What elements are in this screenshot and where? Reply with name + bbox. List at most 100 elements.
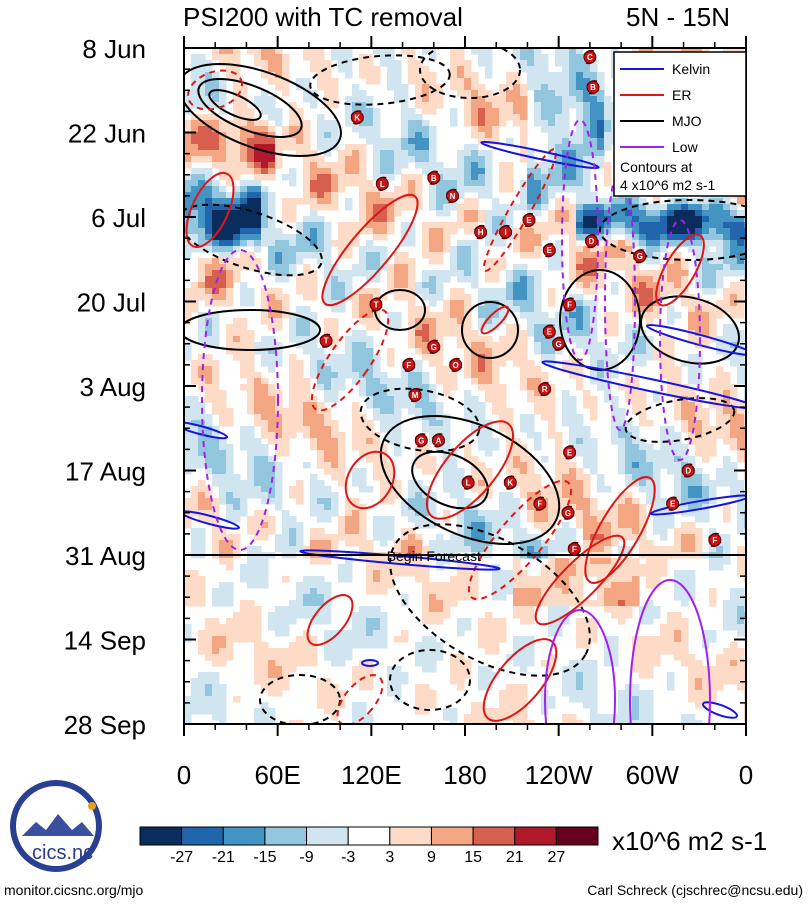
x-tick-label: 0 [739,760,753,790]
er-contour [306,594,354,646]
er-contour [185,171,235,249]
tc-marker-swirl [522,212,536,228]
tc-marker-label: O [453,361,459,370]
tc-marker-swirl [369,297,383,312]
tc-marker: F [402,357,416,373]
tc-marker: G [561,505,575,520]
chart-region: 5N - 15N [626,2,731,32]
tc-marker-label: D [685,467,691,476]
y-tick-label: 20 Jul [77,288,146,318]
colorbar-tick-label: 3 [385,849,394,866]
tc-marker-label: E [526,216,532,225]
mjo-contour [184,203,323,277]
tc-marker-swirl [427,170,441,185]
tc-marker: E [542,324,556,339]
mjo-contour [389,523,591,677]
colorbar-swatch [264,826,308,846]
colorbar-swatch [222,826,266,846]
y-tick-label: 28 Sep [64,710,146,740]
tc-marker-swirl [666,496,680,511]
kelvin-contour [701,701,739,719]
y-tick-label: 22 Jun [68,119,146,149]
tc-marker-swirl [408,387,422,403]
mjo-contour [419,48,521,99]
colorbar-swatch [430,826,474,846]
tc-marker-swirl [449,357,463,373]
legend-note: 4 x10^6 m2 s-1 [620,177,715,193]
tc-marker: E [666,496,680,511]
colorbar-swatch [139,826,183,846]
tc-marker-swirl [633,249,647,264]
kelvin-contour [184,510,240,530]
tc-marker: G [414,433,428,448]
logo-mountains [22,814,94,836]
tc-marker: I [499,224,513,240]
tc-marker: D [681,463,695,478]
tc-marker: R [538,381,552,397]
tc-marker-label: F [567,301,572,310]
tc-marker: G [552,336,566,351]
colorbar: -27 -21 -15 -9 -3 3 9 15 21 27 [139,826,599,866]
tc-marker-swirl [319,333,333,348]
tc-marker: H [474,224,488,240]
tc-marker: F [708,532,722,548]
tc-marker-label: F [572,545,577,554]
er-contour [584,476,656,584]
tc-marker-swirl [583,49,597,65]
colorbar-swatch [306,826,349,846]
tc-marker-swirl [375,176,389,191]
mjo-contour [309,54,451,106]
legend-label: Low [672,139,699,155]
low-contour [629,579,711,724]
tc-marker-swirl [567,541,581,557]
y-tick-label: 14 Sep [64,626,146,656]
y-tick-label: 31 Aug [65,541,146,571]
colorbar-tick-label: -21 [212,849,235,866]
tc-marker-swirl [414,433,428,448]
tc-marker-swirl [474,224,488,240]
colorbar-swatch [181,826,224,846]
y-tick-label: 6 Jul [91,203,146,233]
tc-marker: T [369,297,383,312]
tc-marker-swirl [461,475,475,490]
tc-marker: K [350,110,364,125]
tc-marker-label: B [590,83,596,92]
colorbar-tick-label: 27 [547,849,565,866]
colorbar-tick-label: -27 [170,849,193,866]
tc-marker-swirl [533,496,547,511]
mjo-contour [184,62,342,158]
x-tick-label: 0 [177,760,191,790]
colorbar-swatch [514,826,557,846]
tc-marker-label: L [380,180,385,189]
x-tick-label: 60W [626,760,680,790]
tc-marker: T [319,333,333,348]
tc-marker-swirl [708,532,722,548]
colorbar-swatch [389,826,432,846]
mjo-contour [197,78,303,138]
tc-marker-label: R [542,385,548,394]
tc-marker: F [563,297,577,312]
tc-marker-label: C [587,53,593,62]
legend-label: MJO [672,113,702,129]
tc-marker-label: E [670,500,676,509]
x-tick-label: 120E [341,760,402,790]
tc-marker-label: G [565,509,571,518]
tc-marker-label: E [547,328,553,337]
mjo-contour [259,674,341,724]
colorbar-tick-label: -9 [299,849,313,866]
tc-marker-swirl [552,336,566,351]
tc-marker-label: N [450,192,456,201]
mjo-contour [559,269,641,371]
kelvin-contour [649,494,746,516]
tc-marker-swirl [563,445,577,460]
er-contour [310,308,390,412]
footer-credit: Carl Schreck (cjschrec@ncsu.edu) [587,882,803,898]
filtered-contours [184,48,746,724]
tc-marker: E [542,243,556,258]
forecast-label: Begin Forecast [387,548,481,564]
footer-url[interactable]: monitor.cicsnc.org/mjo [4,882,144,898]
legend-box [613,51,747,197]
colorbar-tick-label: 9 [427,849,436,866]
x-tick-label: 60E [255,760,301,790]
cicsnc-logo [10,780,102,872]
